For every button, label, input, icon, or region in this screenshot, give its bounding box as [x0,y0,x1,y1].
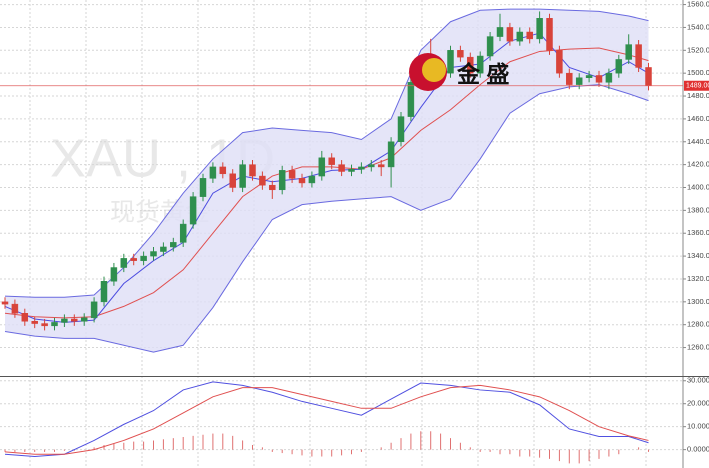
candle-body [536,18,543,40]
candle-body [120,258,128,268]
candle-body [110,267,118,282]
candle-body [615,59,623,74]
candle-body [130,258,137,261]
candle-body [11,303,19,314]
candle-body [645,67,652,86]
candle-body [387,141,395,168]
last-price-tag [684,80,709,91]
candle-body [585,75,593,78]
candle-body [61,318,68,323]
y-tick-label: 1300.00 [687,297,709,306]
candle-body [506,27,514,42]
candle-body [476,55,484,74]
y-tick-label: 1560.00 [687,0,709,9]
candle-body [457,50,464,58]
candle-body [140,255,147,261]
candle-body [635,44,642,68]
candle-body [575,77,583,85]
candle-body [467,56,474,74]
y-tick-label: 1480.00 [687,91,709,100]
candle-body [239,164,246,188]
candle-body [51,322,58,327]
candle-body [160,246,167,252]
logo-text: 金 盛 [456,61,509,87]
y-tick-label: 1320.00 [687,274,709,283]
candle-body [219,166,227,175]
band-fill [5,9,649,353]
y-tick-label: 20.0000 [687,399,709,408]
macd-line [4,381,649,458]
candle-body [1,301,9,305]
candle-body [21,313,29,322]
candle-body [328,157,335,165]
candle-body [209,166,217,179]
y-tick-label: 1360.00 [687,228,709,237]
candle-body [377,164,385,168]
candle-body [41,323,48,327]
candle-body [556,50,563,74]
candle-body [298,178,306,184]
candle-body [71,318,78,322]
y-tick-label: 1460.00 [687,114,709,123]
candle-body [288,170,296,179]
candle-body [150,251,157,257]
candle-body [605,72,613,83]
y-tick-label: 1280.00 [687,320,709,329]
candle-body [229,173,236,188]
candle-body [546,18,553,51]
candle-body [447,50,454,74]
candle-body [170,242,177,248]
candle-body [368,164,375,168]
candle-body [566,72,573,85]
y-tick-label: 10.0000 [687,422,709,431]
candle-body [358,166,365,170]
candle-body [348,168,355,172]
candle-body [338,164,345,172]
y-tick-label: 1420.00 [687,160,709,169]
candle-body [269,184,276,191]
y-tick-label: 1440.00 [687,137,709,146]
y-tick-label: 1520.00 [687,45,709,54]
logo-icon-inner [422,58,446,82]
y-tick-label: 1540.00 [687,22,709,31]
candle-body [516,31,524,42]
y-tick-label: 30.0000 [687,376,709,385]
candle-body [179,223,187,243]
candle-body [249,164,256,177]
candle-body [259,175,266,186]
candle-body [486,36,494,57]
candle-body [625,44,632,60]
candle-body [100,281,108,303]
candle-body [397,116,405,143]
candle-body [308,175,316,184]
y-tick-label: 1500.00 [687,68,709,77]
y-tick-label: 1340.00 [687,251,709,260]
candle-body [595,75,603,83]
y-tick-label: 0.0000 [687,445,709,454]
y-tick-label: 1260.00 [687,343,709,352]
candle-body [90,301,98,319]
signal-line [4,384,649,455]
candle-body [80,317,88,322]
candle-body [496,27,504,37]
candle-body [189,196,197,225]
candle-body [31,321,38,324]
y-tick-label: 1400.00 [687,182,709,191]
y-tick-label: 1380.00 [687,205,709,214]
candle-body [526,31,533,40]
candle-body [199,178,207,197]
last-price-label: 1489.00 [686,83,709,90]
candle-body [407,82,415,117]
band-lower [4,84,649,353]
candle-body [318,157,326,177]
candle-body [278,170,286,191]
